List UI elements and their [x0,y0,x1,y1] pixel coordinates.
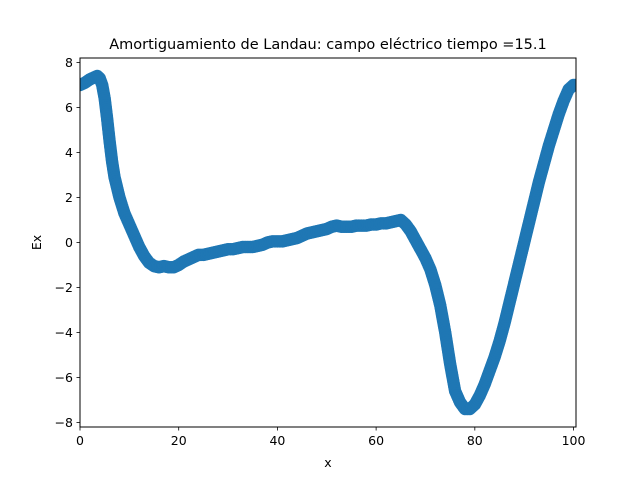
series-layer [80,69,576,416]
x-tick-label: 0 [76,433,84,448]
data-series [80,69,576,416]
chart-title: Amortiguamiento de Landau: campo eléctri… [109,37,546,53]
y-tick-label: 8 [65,55,73,70]
y-tick-label: 0 [65,235,73,250]
plot-frame [79,57,577,428]
x-tick-label: 60 [368,433,384,448]
x-axis-ticks: 0 20 40 60 80 100 [76,427,586,448]
x-axis-label: x [324,455,331,470]
x-tick-label: 80 [467,433,483,448]
y-tick-label: 4 [65,145,73,160]
y-tick-label: 6 [65,100,73,115]
y-axis-ticks: −8 −6 −4 −2 0 2 4 6 8 [55,55,80,430]
data-point [569,78,576,92]
y-tick-label: 2 [65,190,73,205]
y-tick-label: −4 [55,325,73,340]
y-tick-label: −8 [55,415,73,430]
x-tick-label: 20 [171,433,187,448]
x-tick-label: 100 [562,433,586,448]
y-tick-label: −2 [55,280,73,295]
y-tick-label: −6 [55,370,73,385]
y-axis-label: Ex [29,235,44,250]
x-tick-label: 40 [269,433,285,448]
